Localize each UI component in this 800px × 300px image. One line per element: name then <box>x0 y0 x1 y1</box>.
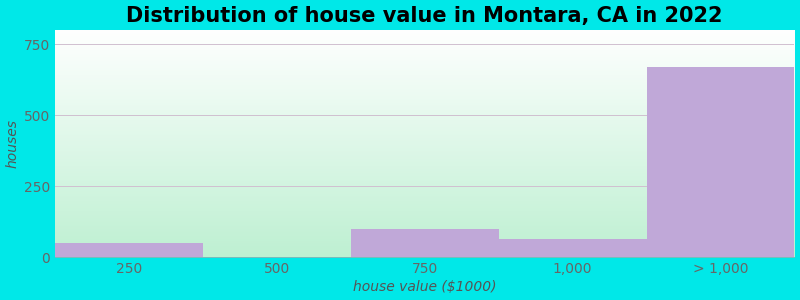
Bar <box>55 243 202 257</box>
Bar <box>646 67 794 257</box>
Bar <box>350 229 498 257</box>
X-axis label: house value ($1000): house value ($1000) <box>353 280 496 294</box>
Title: Distribution of house value in Montara, CA in 2022: Distribution of house value in Montara, … <box>126 6 723 26</box>
Y-axis label: houses: houses <box>6 119 19 168</box>
Bar <box>498 239 646 257</box>
